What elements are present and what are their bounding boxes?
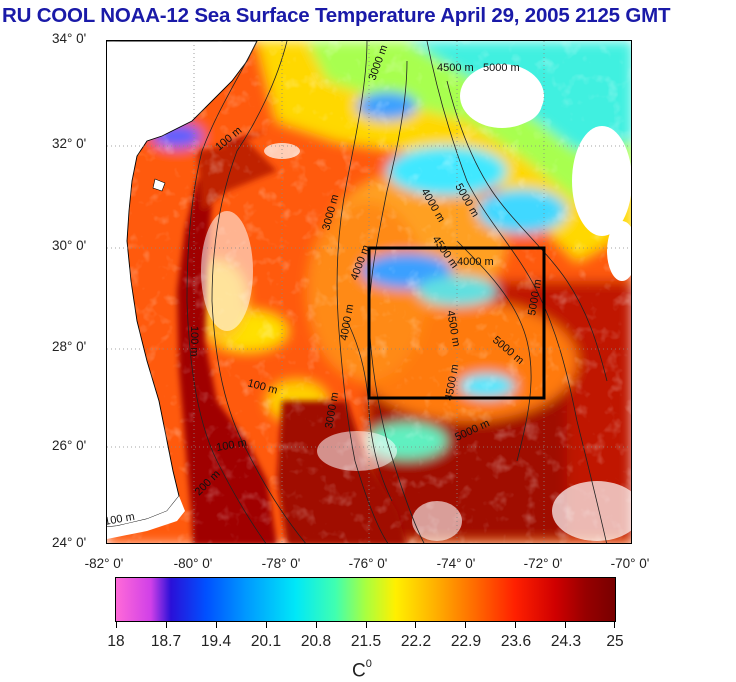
lat-label-28: 28° 0' (52, 339, 87, 354)
unit-text: C (352, 660, 366, 682)
colorbar-unit: C0 (352, 658, 372, 682)
map-title: RU COOL NOAA-12 Sea Surface Temperature … (2, 4, 671, 27)
contour-label: 100 m (215, 437, 247, 454)
colorbar-tick (116, 621, 117, 628)
colorbar-tick (165, 621, 167, 628)
colorbar-tick (315, 621, 317, 628)
lon-label-82: -82° 0' (84, 556, 124, 571)
contour-label: 4500 m (437, 62, 474, 74)
colorbar-label: 21.5 (350, 633, 382, 650)
contour-label: 100 m (107, 511, 136, 528)
lon-label-70: -70° 0' (610, 556, 650, 571)
colorbar-label: 24.3 (550, 633, 582, 650)
colorbar-tick (565, 621, 567, 628)
colorbar-label: 20.1 (250, 633, 282, 650)
colorbar-label: 23.6 (500, 633, 532, 650)
colorbar-label: 25 (606, 633, 624, 650)
lat-label-26: 26° 0' (52, 438, 87, 453)
colorbar-label: 19.4 (200, 633, 232, 650)
lat-label-30: 30° 0' (52, 238, 87, 253)
colorbar-tick (265, 621, 267, 628)
lat-label-32: 32° 0' (52, 136, 87, 151)
colorbar-label: 18 (107, 633, 125, 650)
contour-label: 4000 m (457, 256, 494, 268)
contour-label: 100 m (188, 326, 200, 357)
lon-label-74: -74° 0' (436, 556, 476, 571)
lon-label-76: -76° 0' (348, 556, 388, 571)
contour-label: 5000 m (483, 62, 520, 74)
sst-map: 3000 m 4500 m 5000 m 100 m 4000 m 5000 m… (106, 40, 632, 544)
colorbar-tick (614, 621, 615, 628)
sst-map-canvas: 3000 m 4500 m 5000 m 100 m 4000 m 5000 m… (107, 41, 631, 543)
colorbar-tick (465, 621, 467, 628)
lat-label-24: 24° 0' (52, 535, 87, 550)
colorbar-label: 20.8 (300, 633, 332, 650)
lon-label-80: -80° 0' (173, 556, 213, 571)
colorbar-label: 22.2 (400, 633, 432, 650)
lon-label-72: -72° 0' (523, 556, 563, 571)
study-box (367, 246, 546, 400)
colorbar-tick (365, 621, 367, 628)
lon-label-78: -78° 0' (261, 556, 301, 571)
colorbar-tick (415, 621, 417, 628)
unit-superscript: 0 (365, 658, 372, 670)
colorbar-tick (515, 621, 517, 628)
colorbar-label: 18.7 (150, 633, 182, 650)
lat-label-34: 34° 0' (52, 31, 87, 46)
colorbar (115, 577, 616, 628)
colorbar-tick (215, 621, 217, 628)
colorbar-label: 22.9 (450, 633, 482, 650)
